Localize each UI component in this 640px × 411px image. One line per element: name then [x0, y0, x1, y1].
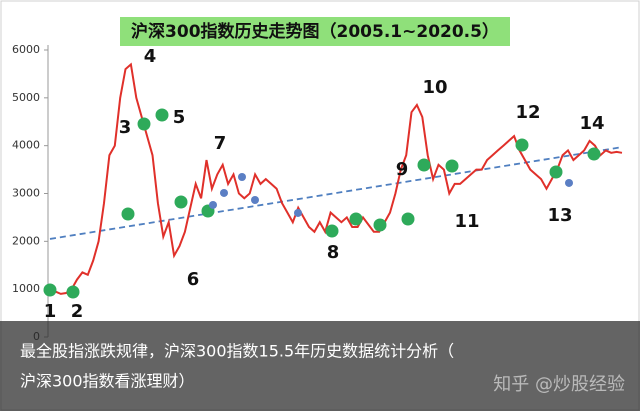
green-marker	[66, 285, 80, 299]
y-tick-label: 5000	[12, 91, 40, 104]
annotation-label: 9	[396, 159, 409, 180]
annotation-label: 4	[144, 46, 157, 67]
green-marker	[549, 165, 563, 179]
blue-marker	[251, 196, 259, 205]
annotation-label: 3	[119, 117, 132, 138]
title-box	[120, 17, 510, 46]
green-marker	[174, 195, 188, 209]
blue-marker	[294, 208, 302, 217]
y-tick-label: 6000	[12, 43, 40, 56]
plot: 0100020003000400050006000123456789101112…	[12, 43, 623, 343]
annotation-label: 13	[547, 205, 572, 226]
y-tick-label: 1000	[12, 282, 40, 295]
caption-line: 最全股指涨跌规律，沪深300指数15.5年历史数据统计分析（	[20, 342, 454, 361]
green-marker	[155, 108, 169, 122]
annotation-label: 11	[454, 211, 479, 232]
green-marker	[373, 218, 387, 232]
green-marker	[325, 224, 339, 238]
y-tick-label: 2000	[12, 234, 40, 247]
green-marker	[515, 138, 529, 152]
caption-band	[0, 321, 640, 411]
green-marker	[121, 207, 135, 221]
green-marker	[43, 283, 57, 297]
green-marker	[417, 158, 431, 172]
green-marker	[349, 212, 363, 226]
green-marker	[401, 212, 415, 226]
annotation-label: 2	[71, 301, 84, 322]
caption-line: 沪深300指数看涨理财）	[20, 372, 195, 391]
green-marker	[137, 117, 151, 131]
annotation-label: 7	[214, 133, 227, 154]
annotation-label: 12	[515, 102, 540, 123]
annotation-label: 14	[579, 113, 604, 134]
green-marker	[445, 159, 459, 173]
blue-marker	[209, 200, 217, 209]
chart-title: 沪深300指数历史走势图（2005.1~2020.5）	[131, 21, 499, 42]
blue-marker	[220, 188, 228, 197]
annotation-label: 8	[327, 242, 340, 263]
annotation-label: 10	[422, 77, 447, 98]
y-tick-label: 4000	[12, 139, 40, 152]
watermark: 知乎 @炒股经验	[493, 374, 625, 395]
annotation-label: 1	[44, 301, 57, 322]
green-marker	[587, 147, 601, 161]
annotation-label: 6	[187, 269, 200, 290]
blue-marker	[565, 178, 573, 187]
annotation-label: 5	[173, 107, 186, 128]
blue-marker	[238, 172, 246, 181]
y-tick-label: 3000	[12, 187, 40, 200]
